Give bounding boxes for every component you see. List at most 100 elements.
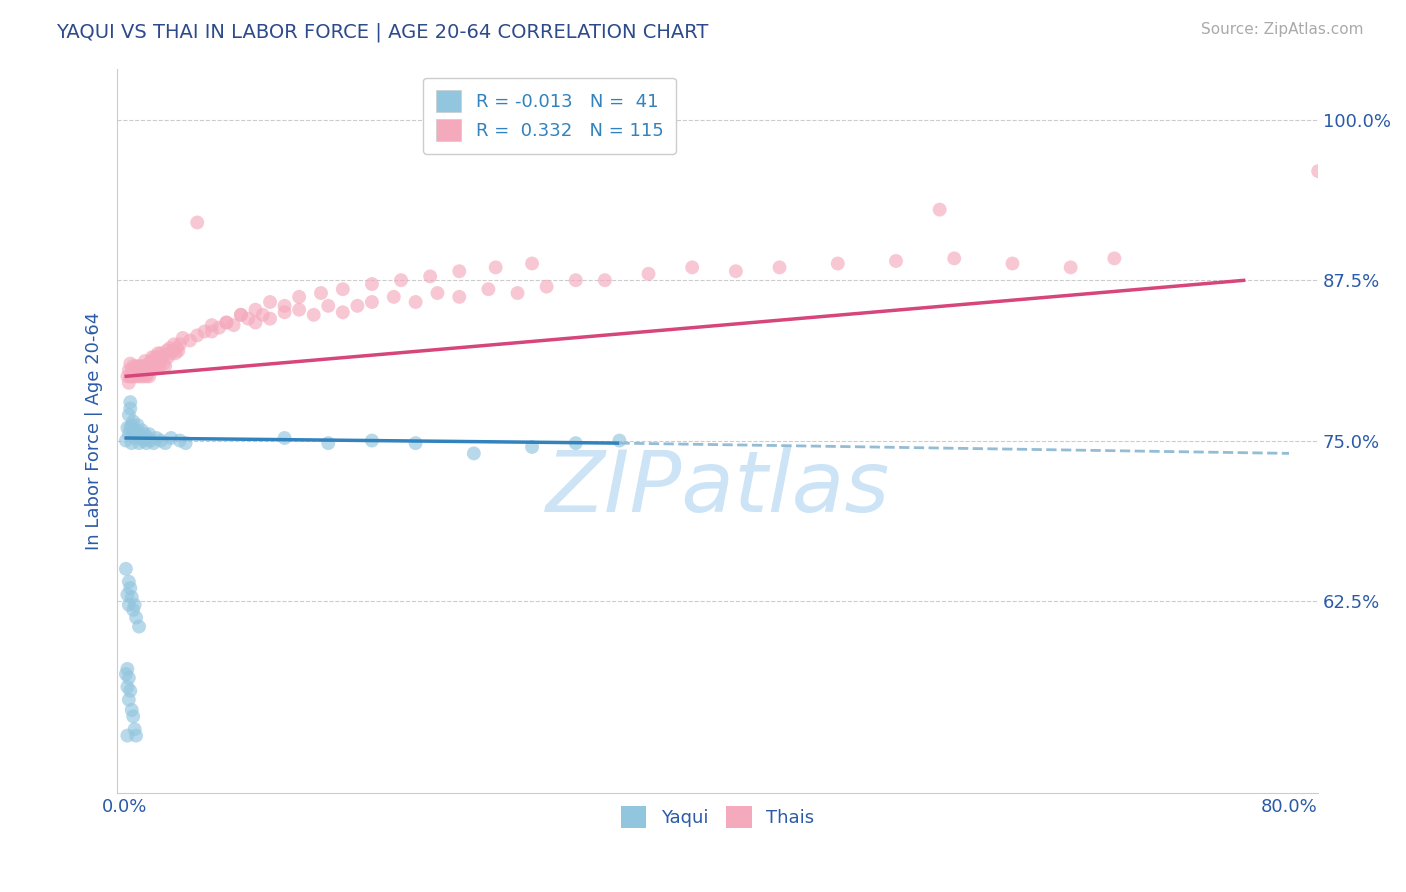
Point <box>138 369 160 384</box>
Point <box>449 290 471 304</box>
Point <box>174 436 197 450</box>
Point <box>166 341 188 355</box>
Point <box>138 357 160 371</box>
Point <box>172 331 194 345</box>
Point <box>117 369 139 384</box>
Point <box>124 722 146 736</box>
Point <box>150 350 173 364</box>
Point <box>117 587 139 601</box>
Point <box>149 346 172 360</box>
Point <box>120 401 142 416</box>
Point <box>426 286 449 301</box>
Point <box>156 343 179 358</box>
Point <box>1060 260 1083 275</box>
Point <box>115 434 138 448</box>
Point <box>135 369 157 384</box>
Point <box>142 436 165 450</box>
Point <box>332 282 354 296</box>
Point <box>134 359 156 373</box>
Point <box>1104 252 1126 266</box>
Point <box>155 436 177 450</box>
Point <box>536 279 558 293</box>
Point <box>118 671 141 685</box>
Point <box>118 574 141 589</box>
Point <box>169 337 191 351</box>
Point <box>128 367 150 381</box>
Point <box>139 359 162 373</box>
Point <box>132 363 155 377</box>
Point <box>405 295 427 310</box>
Point <box>117 421 139 435</box>
Point <box>316 436 339 450</box>
Point <box>681 260 703 275</box>
Point <box>302 308 325 322</box>
Point <box>121 703 143 717</box>
Point <box>121 369 143 384</box>
Point <box>186 215 208 229</box>
Point <box>124 363 146 377</box>
Point <box>165 346 187 360</box>
Point <box>768 260 790 275</box>
Point <box>142 354 165 368</box>
Point <box>193 325 215 339</box>
Point <box>238 311 260 326</box>
Point <box>215 316 238 330</box>
Point <box>145 359 167 373</box>
Point <box>128 427 150 442</box>
Point <box>120 357 142 371</box>
Point <box>160 346 183 360</box>
Point <box>121 436 143 450</box>
Point <box>167 343 190 358</box>
Point <box>127 369 149 384</box>
Point <box>637 267 659 281</box>
Point <box>132 434 155 448</box>
Point <box>118 376 141 390</box>
Point <box>155 359 177 373</box>
Point <box>134 427 156 442</box>
Point <box>273 305 295 319</box>
Point <box>136 359 159 373</box>
Point <box>139 354 162 368</box>
Point <box>449 264 471 278</box>
Point <box>124 369 146 384</box>
Point <box>142 359 165 373</box>
Point <box>136 367 159 381</box>
Point <box>520 440 543 454</box>
Text: YAQUI VS THAI IN LABOR FORCE | AGE 20-64 CORRELATION CHART: YAQUI VS THAI IN LABOR FORCE | AGE 20-64… <box>56 22 709 42</box>
Point <box>160 431 183 445</box>
Point <box>609 434 631 448</box>
Point <box>115 562 138 576</box>
Point <box>122 709 145 723</box>
Point <box>252 308 274 322</box>
Point <box>138 427 160 442</box>
Point <box>361 277 384 291</box>
Point <box>121 418 143 433</box>
Point <box>146 346 169 360</box>
Point <box>215 316 238 330</box>
Point <box>827 256 849 270</box>
Point <box>118 363 141 377</box>
Point <box>149 434 172 448</box>
Point <box>125 423 148 437</box>
Point <box>122 603 145 617</box>
Point <box>125 367 148 381</box>
Point <box>884 254 907 268</box>
Point <box>131 359 153 373</box>
Point <box>928 202 950 217</box>
Point <box>152 357 174 371</box>
Point <box>129 431 152 445</box>
Point <box>148 359 170 373</box>
Point <box>208 320 231 334</box>
Point <box>139 434 162 448</box>
Point <box>128 436 150 450</box>
Point <box>127 363 149 377</box>
Point <box>143 350 166 364</box>
Point <box>477 282 499 296</box>
Point <box>222 318 245 332</box>
Point <box>259 311 281 326</box>
Point <box>129 369 152 384</box>
Point <box>1308 164 1330 178</box>
Point <box>135 436 157 450</box>
Point <box>1001 256 1024 270</box>
Point <box>389 273 412 287</box>
